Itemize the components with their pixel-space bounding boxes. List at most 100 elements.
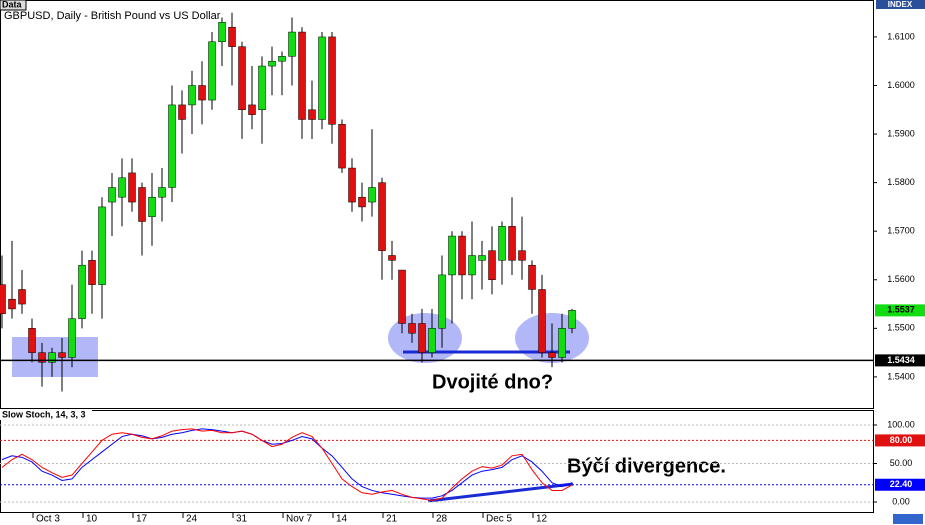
candle-body xyxy=(498,226,506,261)
x-tick-label: Dec 5 xyxy=(486,514,513,525)
x-tick-label: 17 xyxy=(136,514,148,525)
candle-body xyxy=(448,235,456,276)
price-marker-label: 1.5537 xyxy=(887,305,915,315)
candle-body xyxy=(348,167,356,203)
y-tick-label: 1.5700 xyxy=(887,226,915,236)
candle-body xyxy=(378,182,386,251)
divergence-line xyxy=(427,482,574,503)
candle-body xyxy=(0,284,6,315)
y-tick-label: 1.5900 xyxy=(887,128,915,138)
candle-body xyxy=(568,310,576,329)
stoch-title-box xyxy=(0,410,92,420)
candle-body xyxy=(558,328,566,358)
candle-body xyxy=(108,187,116,203)
y-tick-label: 100.00 xyxy=(887,419,915,429)
y-tick-label: 1.5500 xyxy=(887,323,915,333)
price-panel xyxy=(0,0,874,409)
candle-body xyxy=(28,328,36,353)
candle-body xyxy=(458,235,466,276)
candle-body xyxy=(318,36,326,120)
candle-body xyxy=(528,264,536,290)
stoch-line xyxy=(1,428,573,499)
stoch-title: Slow Stoch, 14, 3, 3 xyxy=(2,409,86,419)
axis-tag: INDEX xyxy=(888,0,913,9)
candle-body xyxy=(358,196,366,208)
candle-body xyxy=(488,250,496,281)
y-tick-label: 1.5600 xyxy=(887,274,915,284)
candle-body xyxy=(68,318,76,358)
annotation: Býčí divergence. xyxy=(567,455,726,477)
stoch-panel xyxy=(0,410,874,513)
y-tick-label: 0.00 xyxy=(892,496,910,506)
candle-body xyxy=(328,36,336,125)
x-tick-label: 12 xyxy=(536,514,548,525)
candle-body xyxy=(518,250,526,261)
candle-body xyxy=(438,274,446,329)
candle-body xyxy=(158,187,166,198)
candle-body xyxy=(58,352,66,358)
x-tick-label: 21 xyxy=(386,514,398,525)
candle-body xyxy=(38,352,46,363)
candle-body xyxy=(418,323,426,353)
candle-body xyxy=(398,269,406,324)
candle-body xyxy=(78,264,86,319)
candle-body xyxy=(218,22,226,43)
candle-body xyxy=(388,255,396,261)
x-tick-label: 14 xyxy=(336,514,348,525)
candle-body xyxy=(258,65,266,111)
candle-body xyxy=(228,26,236,47)
x-tick-label: Nov 7 xyxy=(286,514,313,525)
candle-body xyxy=(338,124,346,169)
tag: Data xyxy=(2,0,23,9)
candle-body xyxy=(128,172,136,203)
candle-body xyxy=(538,289,546,353)
candle-body xyxy=(98,206,106,285)
price-marker-label: 1.5434 xyxy=(887,355,915,365)
candle-body xyxy=(278,56,286,62)
level-marker xyxy=(875,434,925,447)
candle-body xyxy=(508,226,516,261)
x-tick-label: 28 xyxy=(436,514,448,525)
candle-body xyxy=(118,177,126,198)
y-tick-label: 1.5800 xyxy=(887,177,915,187)
annotation: Dvojité dno? xyxy=(432,371,553,393)
candle-body xyxy=(8,298,16,310)
y-tick-label: 50.00 xyxy=(890,458,913,468)
candle-body xyxy=(548,352,556,358)
axis-tag-box xyxy=(876,0,925,9)
x-tick-label: 24 xyxy=(186,514,198,525)
level-label: 22.40 xyxy=(890,479,913,489)
candle-body xyxy=(428,328,436,353)
level-label: 80.00 xyxy=(890,435,913,445)
candle-body xyxy=(408,323,416,334)
candle-body xyxy=(88,260,96,285)
level-marker xyxy=(875,478,925,491)
candle-body xyxy=(298,31,306,120)
candle-body xyxy=(208,41,216,101)
window-icons xyxy=(893,514,923,524)
candle-body xyxy=(18,289,26,305)
candle-body xyxy=(368,187,376,203)
x-tick-label: 10 xyxy=(86,514,98,525)
candle-body xyxy=(138,187,146,222)
candle-body xyxy=(248,104,256,115)
candle-body xyxy=(288,31,296,57)
candle-body xyxy=(148,196,156,217)
candle-body xyxy=(468,255,476,276)
chart-title: GBPUSD, Daily - British Pound vs US Doll… xyxy=(4,10,221,22)
x-tick-label: 31 xyxy=(236,514,248,525)
y-tick-label: 1.6000 xyxy=(887,80,915,90)
price-marker xyxy=(875,304,925,317)
x-tick-label: Oct 3 xyxy=(36,514,60,525)
candle-body xyxy=(268,60,276,67)
candle-body xyxy=(168,104,176,188)
candle-body xyxy=(238,46,246,111)
candle-body xyxy=(478,255,486,261)
tag-box xyxy=(0,0,27,11)
candle-body xyxy=(188,85,196,106)
y-tick-label: 1.6100 xyxy=(887,31,915,41)
stoch-line xyxy=(1,428,573,501)
candle-body xyxy=(178,104,186,120)
y-tick-label: 1.5400 xyxy=(887,371,915,381)
